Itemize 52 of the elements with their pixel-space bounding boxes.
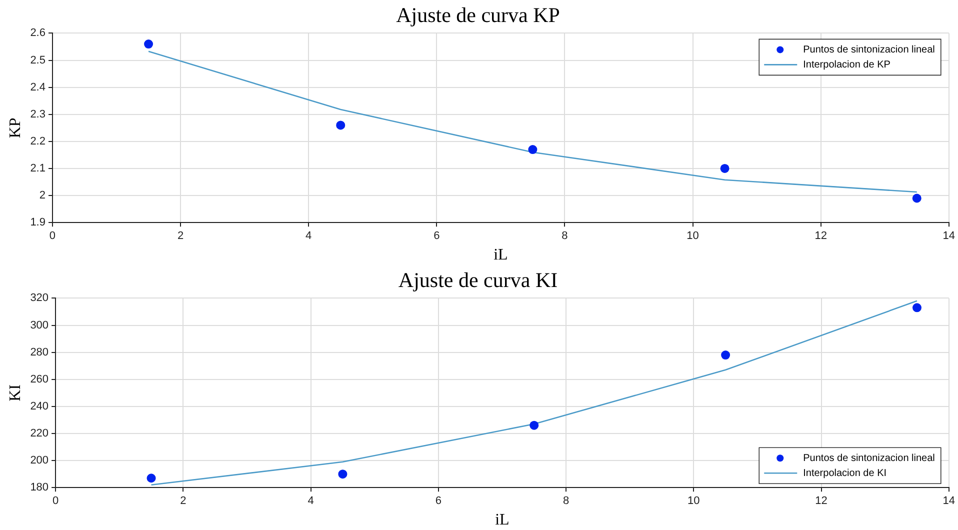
x-tick-label: 4 [308, 495, 314, 508]
legend-label: Puntos de sintonizacion lineal [803, 44, 935, 56]
y-tick-label: 2.5 [30, 54, 46, 66]
x-tick-label: 14 [942, 230, 956, 242]
y-tick-label: 320 [30, 292, 49, 304]
x-tick-label: 10 [686, 230, 699, 242]
x-tick-label: 2 [177, 230, 184, 242]
x-axis-title: iL [495, 512, 510, 529]
point [912, 194, 922, 203]
x-tick-label: 2 [180, 495, 186, 508]
y-tick-label: 2.3 [30, 108, 46, 120]
x-tick-label: 0 [52, 495, 59, 508]
y-tick-label: 2 [39, 190, 46, 202]
x-tick-label: 8 [562, 495, 570, 508]
y-tick-label: 280 [30, 346, 49, 358]
legend-label: Puntos de sintonizacion lineal [803, 452, 935, 464]
point [528, 145, 538, 154]
x-axis-title: iL [494, 246, 508, 264]
y-tick-label: 2.6 [30, 27, 46, 40]
point [721, 350, 730, 360]
y-axis-title: KP [6, 118, 24, 138]
x-tick-label: 14 [942, 495, 956, 508]
y-tick-label: 240 [30, 400, 49, 412]
point [144, 40, 154, 49]
y-tick-label: 260 [30, 373, 49, 386]
chart-title: Ajuste de curva KI [398, 268, 558, 292]
x-tick-label: 12 [815, 495, 828, 508]
point [338, 470, 348, 479]
chart-title: Ajuste de curva KP [396, 3, 560, 28]
x-tick-label: 10 [688, 495, 700, 508]
x-tick-label: 8 [562, 230, 568, 242]
point [912, 303, 922, 312]
y-tick-label: 2.1 [30, 162, 46, 175]
y-tick-label: 2.2 [30, 135, 46, 148]
point [336, 120, 346, 130]
point [720, 164, 730, 173]
legend-label: Interpolacion de KP [803, 59, 891, 70]
y-tick-label: 1.9 [30, 216, 46, 229]
point [530, 420, 539, 430]
y-axis-title: KI [6, 384, 24, 402]
y-tick-label: 200 [30, 454, 49, 467]
legend-label: Interpolacion de KI [803, 468, 887, 479]
y-tick-label: 180 [30, 482, 49, 494]
x-tick-label: 0 [49, 230, 56, 242]
x-tick-label: 6 [435, 495, 442, 508]
y-tick-label: 300 [30, 319, 49, 332]
x-tick-label: 4 [306, 230, 312, 242]
x-tick-label: 12 [814, 230, 827, 242]
x-tick-label: 6 [434, 230, 440, 242]
y-tick-label: 220 [30, 428, 49, 440]
point [146, 474, 156, 483]
y-tick-label: 2.4 [30, 81, 46, 94]
